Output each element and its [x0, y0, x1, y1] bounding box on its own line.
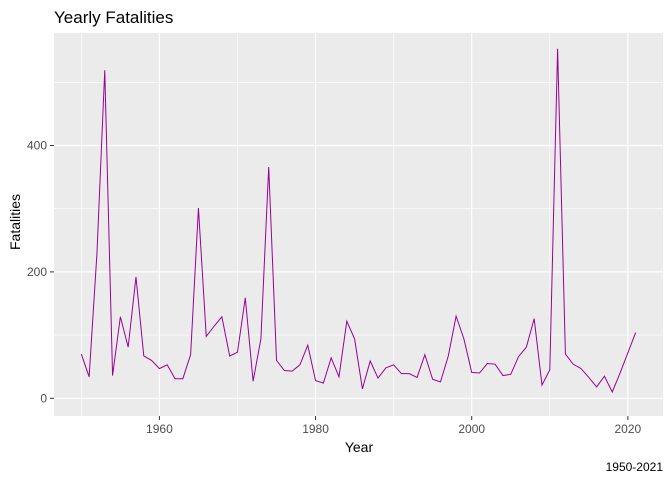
- y-tick-label: 400: [27, 138, 47, 152]
- y-axis: 0 200 400: [27, 138, 54, 405]
- x-axis-title: Year: [345, 439, 374, 455]
- y-tick-label: 200: [27, 265, 47, 279]
- x-axis: 1960 1980 2000 2020: [146, 416, 642, 436]
- chart-caption: 1950-2021: [606, 460, 664, 474]
- minor-gridlines: [54, 33, 663, 416]
- y-tick-label: 0: [40, 391, 47, 405]
- major-gridlines: [54, 33, 663, 416]
- chart-title: Yearly Fatalities: [54, 8, 173, 27]
- x-tick-label: 2000: [458, 422, 485, 436]
- series-line: [80, 48, 637, 394]
- y-axis-title: Fatalities: [7, 194, 23, 250]
- x-tick-label: 1960: [146, 422, 173, 436]
- x-tick-label: 2020: [615, 422, 642, 436]
- x-tick-label: 1980: [302, 422, 329, 436]
- plot-panel: [54, 33, 663, 416]
